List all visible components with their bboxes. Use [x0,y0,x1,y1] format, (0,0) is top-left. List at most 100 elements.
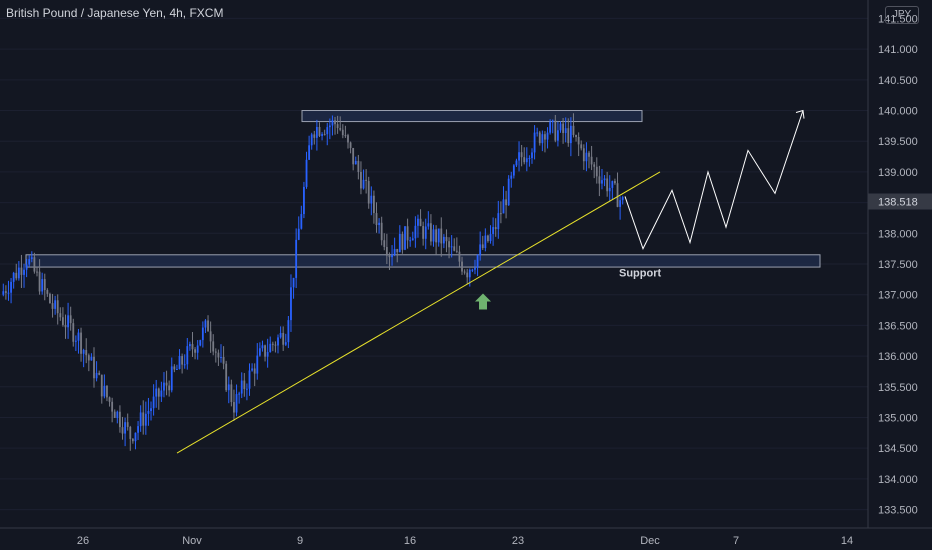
y-tick-label: 140.500 [878,75,918,87]
candle-body [300,214,303,229]
candle-body [318,127,321,136]
candle-body [437,228,440,243]
candle-body [453,246,456,251]
candle-body [512,165,515,176]
candlesticks [2,113,624,451]
candle-body [310,134,313,146]
candle-body [126,422,129,427]
zones-layer [25,110,821,268]
candle-body [152,396,155,409]
candle-body [93,356,95,379]
candle-body [458,251,461,262]
candle-body [10,281,12,293]
x-tick-label: 23 [512,535,524,547]
y-tick-label: 136.500 [878,320,918,332]
candle-body [528,158,531,160]
candle-body [388,255,391,258]
support-zone [25,254,821,268]
candle-body [424,226,427,239]
candle-body [207,320,209,332]
candle-body [165,382,168,386]
candle-body [269,343,272,353]
candle-body [266,352,269,357]
overlays-layer: Support [176,109,805,454]
candle-body [448,241,450,248]
candle-body [336,124,339,129]
candle-body [225,363,228,391]
candle-body [572,125,575,135]
y-tick-label: 134.500 [878,443,918,455]
x-tick-label: 16 [404,535,416,547]
x-tick-label: Dec [640,535,660,547]
candle-body [292,277,295,288]
y-tick-label: 141.000 [878,44,918,56]
candle-body [240,380,243,394]
candle-body [559,123,562,131]
candle-body [567,128,570,144]
candle-body [362,179,365,189]
candle-body [80,332,82,354]
candle-body [217,352,220,358]
time-axis[interactable]: 26 Nov 9 16 23 Dec 7 14 [0,527,932,547]
candle-body [287,320,290,343]
candle-body [417,218,419,226]
candle-body [222,356,225,364]
candle-body [72,323,75,342]
candle-body [372,195,375,214]
candle-body [334,120,336,125]
candle-body [442,236,445,244]
y-tick-label: 138.000 [878,228,918,240]
candle-body [378,222,380,226]
candle-body [183,364,186,366]
candle-body [603,178,606,181]
candle-body [481,244,484,249]
candle-body [204,320,207,328]
candle-body [370,195,373,204]
y-tick-label: 137.500 [878,259,918,271]
candle-body [331,120,334,126]
candle-body [349,142,352,148]
y-tick-label: 135.500 [878,382,918,394]
candle-body [367,180,370,204]
candle-body [313,134,316,138]
candle-body [471,269,474,271]
candle-body [375,213,378,226]
candle-body [341,129,344,136]
candle-body [492,227,495,235]
price-axis[interactable]: 133.500 134.000 134.500 135.000 135.500 136.0… [867,0,932,550]
candle-body [474,267,476,270]
candle-body [393,249,396,255]
candle-body [601,180,603,184]
candle-body [20,267,23,275]
candle-body [450,246,453,248]
trendline [176,171,661,454]
candle-body [562,123,565,134]
candle-body [282,332,285,345]
candle-body [445,236,448,242]
candle-body [284,342,287,345]
candle-body [619,200,622,207]
candle-body [173,366,176,370]
candle-body [466,272,469,278]
candle-body [12,272,15,282]
candle-body [150,408,152,412]
candle-body [305,159,308,187]
candle-body [121,427,124,434]
price-axis-bg [868,0,932,550]
candle-body [137,426,139,433]
candle-body [606,178,609,192]
candle-body [551,120,554,123]
candle-body [220,356,222,358]
forecast-arrowhead [795,109,805,119]
candle-body [598,176,601,184]
candle-body [347,135,349,143]
candle-body [577,136,580,145]
candle-body [380,222,383,241]
candle-body [264,345,266,357]
candle-body [113,411,116,418]
candle-body [33,257,36,272]
candle-body [178,356,181,370]
candle-body [246,388,248,390]
currency-badge[interactable]: JPY [885,6,919,24]
